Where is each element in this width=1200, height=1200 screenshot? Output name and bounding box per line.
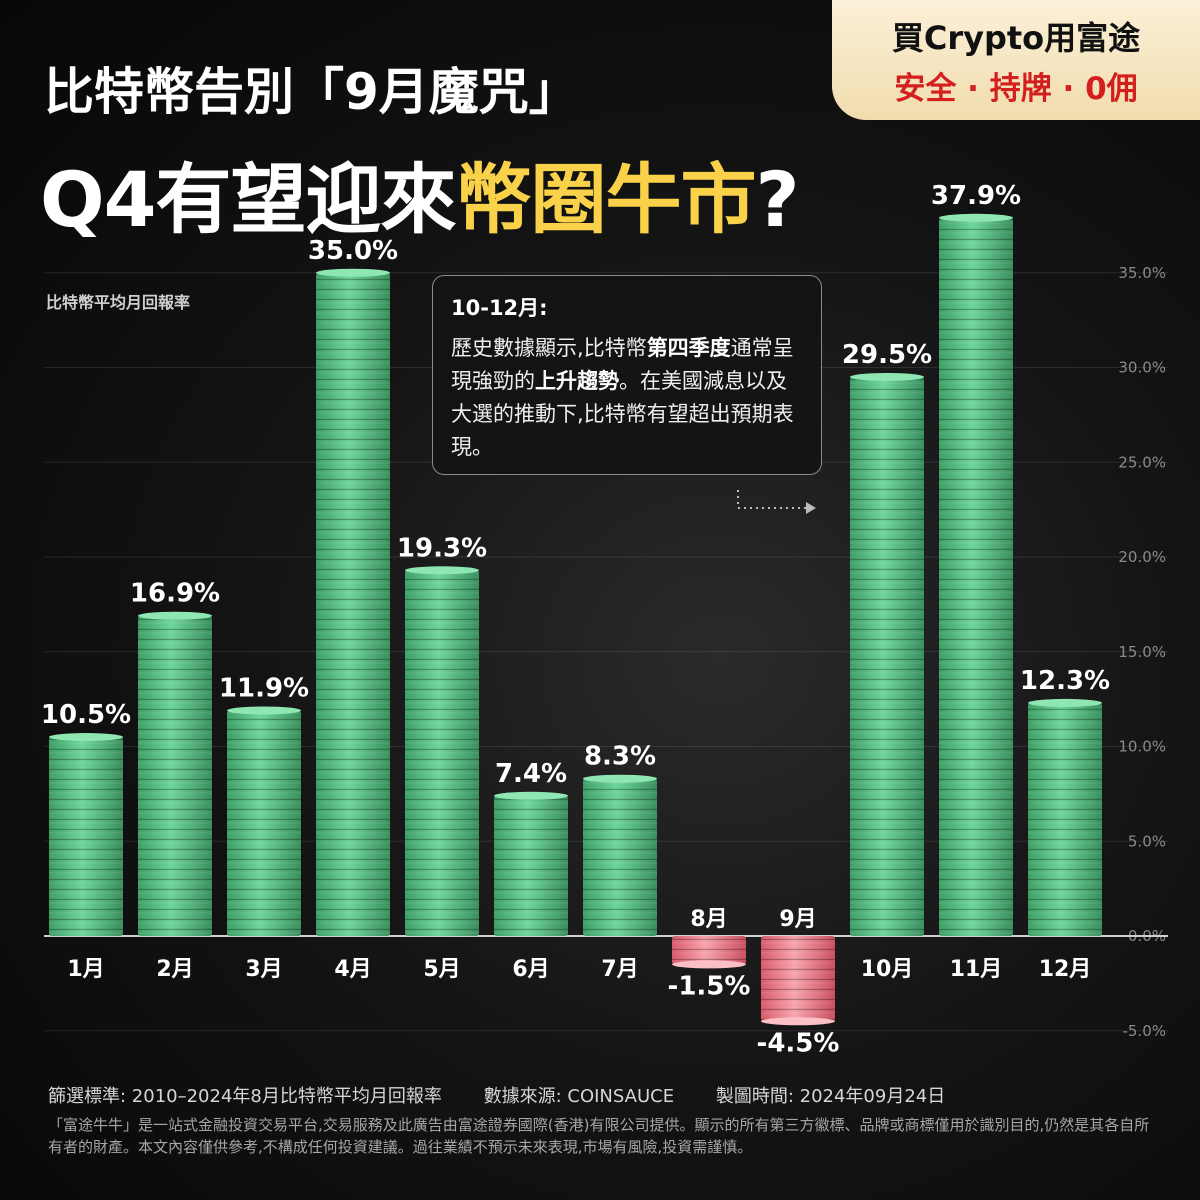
category-label: 6月 — [512, 957, 549, 982]
y-tick-label: 35.0% — [1118, 264, 1166, 282]
bar-3月 — [227, 706, 301, 936]
bar-cap — [494, 791, 568, 800]
category-label: 3月 — [245, 957, 282, 982]
badge-title: 買Crypto用富途 — [891, 18, 1141, 57]
bar-coin-texture — [850, 376, 924, 937]
bar-coin-texture — [672, 936, 746, 965]
bar-10月 — [850, 372, 924, 937]
y-tick-label: 15.0% — [1118, 643, 1166, 661]
callout-text: 歷史數據顯示,比特幣第四季度通常呈現強勁的上升趨勢。在美國減息以及大選的推動下,… — [451, 336, 794, 459]
bar-4月 — [316, 268, 390, 936]
y-tick-label: 5.0% — [1128, 832, 1166, 850]
bar-cap — [227, 706, 301, 715]
bar-coin-texture — [227, 710, 301, 936]
arrow-head-icon — [806, 502, 816, 514]
bar-coin-texture — [939, 217, 1013, 937]
footer-date: 製圖時間: 2024年09月24日 — [715, 1086, 946, 1107]
bar-coin-texture — [1028, 702, 1102, 936]
bar-coin-texture — [761, 936, 835, 1022]
footer-meta: 篩選標準: 2010–2024年8月比特幣平均月回報率 數據來源: COINSA… — [48, 1082, 981, 1108]
category-label: 8月 — [690, 907, 727, 932]
bar-12月 — [1028, 698, 1102, 936]
category-label: 4月 — [334, 957, 371, 982]
badge-subtitle: 安全 · 持牌 · 0佣 — [894, 70, 1138, 107]
bar-coin-texture — [405, 570, 479, 936]
bar-cap — [850, 372, 924, 381]
footer-source: 數據來源: COINSAUCE — [483, 1086, 675, 1107]
bar-cap — [939, 213, 1013, 222]
bar-9月 — [761, 936, 835, 1026]
value-label: 16.9% — [130, 579, 220, 609]
bar-coin-texture — [494, 795, 568, 936]
y-axis-title: 比特幣平均月回報率 — [46, 293, 191, 312]
bar-cap — [405, 566, 479, 575]
main-title-highlight: 幣圈牛市 — [455, 155, 757, 244]
bar-cap — [316, 268, 390, 277]
headline: 比特幣告別「9月魔咒」 — [44, 63, 579, 121]
bar-7月 — [583, 774, 657, 936]
category-label: 9月 — [779, 907, 816, 932]
category-label: 10月 — [861, 957, 914, 982]
category-label: 12月 — [1039, 957, 1092, 982]
bar-coin-texture — [316, 272, 390, 936]
category-label: 5月 — [423, 957, 460, 982]
main-title: Q4有望迎來幣圈牛市? — [40, 138, 800, 248]
y-tick-label: 25.0% — [1118, 453, 1166, 471]
bar-cap — [1028, 698, 1102, 707]
bar-cap — [583, 774, 657, 783]
value-label: 37.9% — [931, 181, 1021, 211]
y-tick-label: 20.0% — [1118, 548, 1166, 566]
value-label: 19.3% — [397, 533, 487, 563]
main-title-prefix: Q4有望迎來 — [40, 155, 456, 244]
value-label: -4.5% — [757, 1028, 840, 1058]
value-label: 29.5% — [842, 340, 932, 370]
y-tick-label: 10.0% — [1118, 738, 1166, 756]
main-title-suffix: ? — [755, 155, 800, 244]
bar-8月 — [672, 936, 746, 969]
value-label: 35.0% — [308, 236, 398, 266]
bar-cap — [761, 1017, 835, 1026]
bar-cap — [49, 733, 123, 742]
value-label: 11.9% — [219, 673, 309, 703]
footer-criteria: 篩選標準: 2010–2024年8月比特幣平均月回報率 — [48, 1086, 442, 1107]
bar-1月 — [49, 733, 123, 936]
bar-cap — [138, 611, 212, 620]
callout-box: 10-12月: 歷史數據顯示,比特幣第四季度通常呈現強勁的上升趨勢。在美國減息以… — [432, 275, 822, 475]
disclaimer: 「富途牛牛」是一站式金融投資交易平台,交易服務及此廣告由富途證券國際(香港)有限… — [48, 1116, 1150, 1156]
y-tick-label: 30.0% — [1118, 359, 1166, 377]
category-label: 11月 — [950, 957, 1003, 982]
bar-5月 — [405, 566, 479, 936]
bar-coin-texture — [583, 778, 657, 936]
bar-coin-texture — [49, 737, 123, 936]
category-label: 2月 — [156, 957, 193, 982]
bar-2月 — [138, 611, 212, 936]
category-label: 1月 — [67, 957, 104, 982]
value-label: 7.4% — [495, 759, 567, 789]
bar-coin-texture — [138, 615, 212, 936]
bar-6月 — [494, 791, 568, 936]
promo-badge[interactable]: 買Crypto用富途 安全 · 持牌 · 0佣 — [832, 0, 1200, 120]
bar-11月 — [939, 213, 1013, 937]
value-label: 10.5% — [41, 700, 131, 730]
bar-cap — [672, 960, 746, 969]
category-label: 7月 — [601, 957, 638, 982]
value-label: 12.3% — [1020, 666, 1110, 696]
y-tick-label: -5.0% — [1122, 1022, 1166, 1040]
callout-heading: 10-12月: — [451, 296, 548, 320]
value-label: 8.3% — [584, 742, 656, 772]
value-label: -1.5% — [668, 971, 751, 1001]
